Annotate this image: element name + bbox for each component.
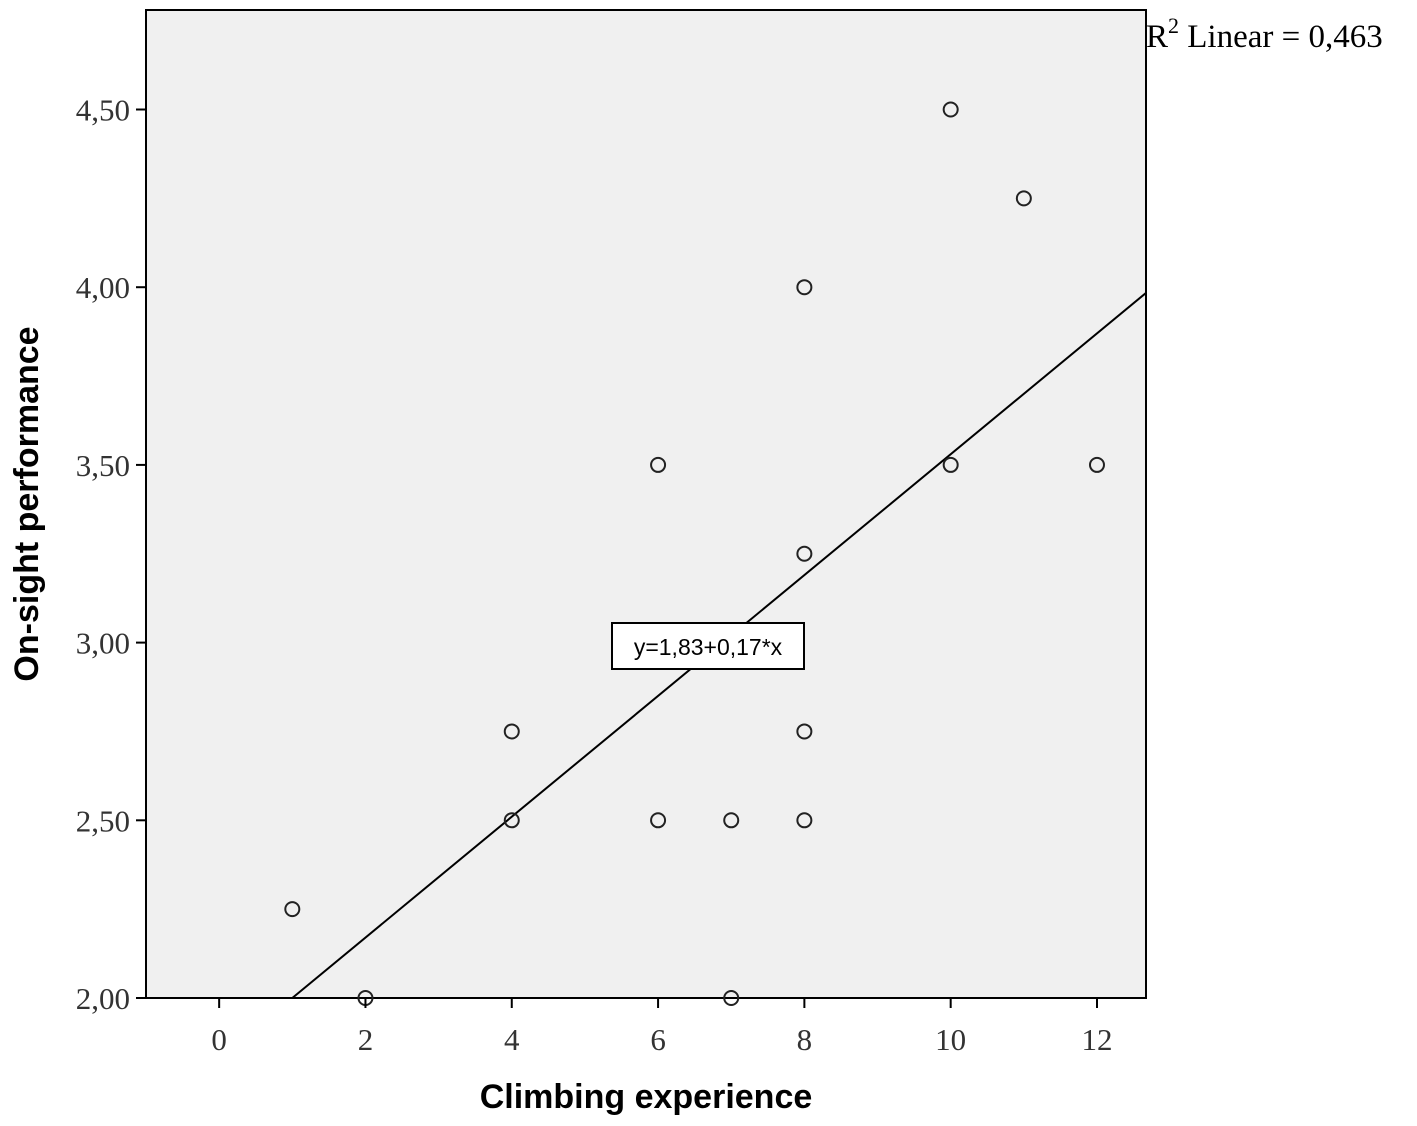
x-axis-ticks: 0 2 4 6 8 10 12: [211, 998, 1112, 1057]
r2-label-superscript: 2: [1168, 13, 1179, 38]
y-tick-label: 4,50: [76, 93, 130, 128]
data-point: [942, 456, 959, 473]
plot-area: [145, 9, 1147, 999]
data-point: [723, 990, 740, 1006]
y-tick-label: 4,00: [76, 270, 130, 305]
data-point: [796, 545, 813, 562]
r2-label: R2 Linear = 0,463: [1146, 13, 1383, 55]
x-tick-label: 4: [504, 1022, 520, 1057]
x-tick-label: 2: [358, 1022, 374, 1057]
y-axis-ticks: 2,00 2,50 3,00 3,50 4,00 4,50: [76, 93, 146, 1016]
r2-label-prefix: R: [1146, 19, 1168, 55]
data-point: [503, 812, 520, 829]
r2-label-text: Linear = 0,463: [1179, 19, 1383, 55]
data-point: [942, 101, 959, 118]
x-tick-label: 0: [211, 1022, 227, 1057]
data-point: [650, 812, 667, 829]
equation-label: y=1,83+0,17*x: [634, 634, 783, 660]
data-point: [796, 279, 813, 296]
x-tick-label: 10: [935, 1022, 966, 1057]
data-point: [503, 723, 520, 740]
y-tick-label: 3,50: [76, 448, 130, 483]
y-tick-label: 2,00: [76, 981, 130, 1016]
x-tick-label: 12: [1081, 1022, 1112, 1057]
equation-box-frame: [611, 622, 805, 670]
x-tick-label: 6: [650, 1022, 666, 1057]
points-layer: [284, 101, 1105, 1006]
equation-box: y=1,83+0,17*x: [611, 622, 805, 670]
data-point: [723, 812, 740, 829]
y-tick-label: 3,00: [76, 626, 130, 661]
data-point: [1088, 456, 1105, 473]
x-axis-title: Climbing experience: [480, 1078, 813, 1116]
y-axis-title: On-sight performance: [8, 326, 46, 681]
data-point: [796, 723, 813, 740]
x-tick-label: 8: [797, 1022, 813, 1057]
data-point: [650, 456, 667, 473]
data-point: [1015, 190, 1032, 207]
y-tick-label: 2,50: [76, 803, 130, 838]
data-point: [796, 812, 813, 829]
data-point: [284, 901, 301, 918]
